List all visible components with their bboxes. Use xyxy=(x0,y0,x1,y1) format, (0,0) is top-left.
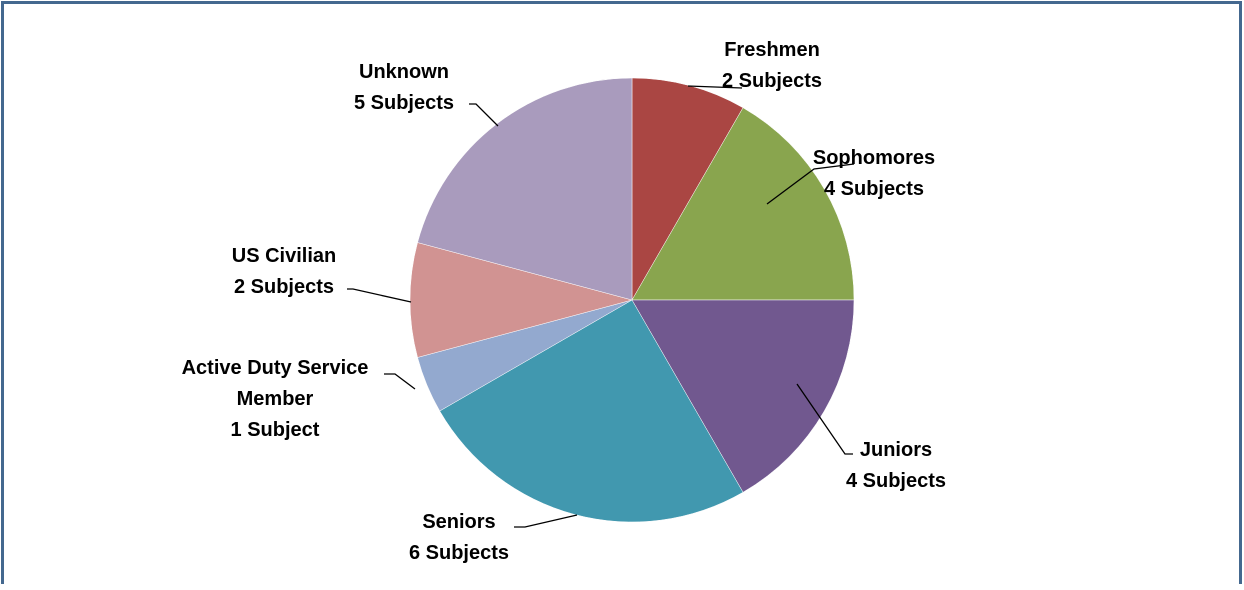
slice-label-us-civilian: US Civilian 2 Subjects xyxy=(232,245,336,298)
slice-label-active-duty-service-member: Active Duty Service Member 1 Subject xyxy=(182,357,369,441)
slice-category-label: Unknown xyxy=(359,61,449,83)
slice-count-label: 2 Subjects xyxy=(234,276,334,298)
slice-count-label: 5 Subjects xyxy=(354,92,454,114)
slice-category-label: US Civilian xyxy=(232,245,336,267)
slice-label-freshmen: Freshmen 2 Subjects xyxy=(722,39,822,92)
leader-line-juniors xyxy=(796,383,853,455)
slice-category-label: Sophomores xyxy=(813,147,935,169)
pie-slice-juniors xyxy=(631,299,855,493)
slice-count-label: 6 Subjects xyxy=(409,542,509,564)
pie-slice-seniors xyxy=(439,299,744,523)
slice-label-seniors: Seniors 6 Subjects xyxy=(409,511,509,564)
pie-slices xyxy=(409,77,855,523)
slice-category-label: Juniors xyxy=(860,439,932,461)
slice-label-unknown: Unknown 5 Subjects xyxy=(354,61,454,114)
pie-slice-us-civilian xyxy=(409,242,633,358)
slice-category-label: Member xyxy=(237,388,314,410)
slice-category-label: Seniors xyxy=(422,511,495,533)
pie-slice-unknown xyxy=(417,77,633,301)
slice-category-label: Freshmen xyxy=(724,39,820,61)
slice-count-label: 1 Subject xyxy=(231,419,320,441)
leader-lines xyxy=(347,85,855,528)
leader-line-seniors xyxy=(514,514,578,528)
leader-line-unknown xyxy=(469,103,499,127)
leader-line-freshmen xyxy=(687,85,743,89)
pie-slice-sophomores xyxy=(631,107,855,301)
slice-count-label: 4 Subjects xyxy=(846,470,946,492)
slice-label-juniors: Juniors 4 Subjects xyxy=(846,439,946,492)
leader-line-us-civilian xyxy=(347,288,412,303)
slice-count-label: 2 Subjects xyxy=(722,70,822,92)
slice-category-label: Active Duty Service xyxy=(182,357,369,379)
slice-label-sophomores: Sophomores 4 Subjects xyxy=(813,147,935,200)
leader-line-active-duty-service-member xyxy=(384,373,416,390)
leader-line-sophomores xyxy=(766,163,855,205)
slice-count-label: 4 Subjects xyxy=(824,178,924,200)
